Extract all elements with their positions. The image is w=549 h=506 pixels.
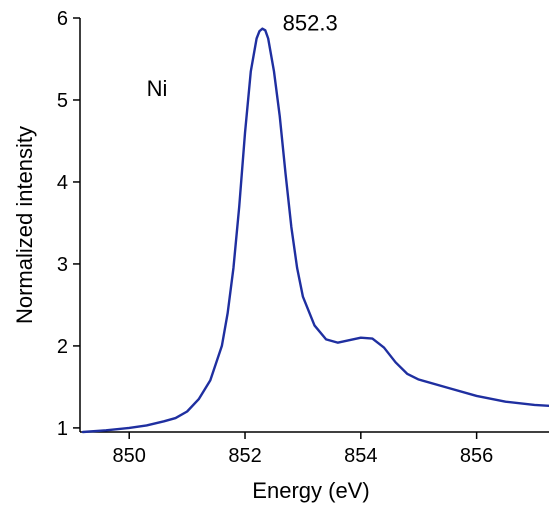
x-tick-label: 852 [228,445,261,467]
y-tick-label: 2 [57,336,68,358]
y-tick-label: 3 [57,254,68,276]
x-axis-title: Energy (eV) [252,478,369,503]
element-label: Ni [147,76,168,101]
series-line-ni [81,27,549,434]
y-tick-label: 4 [57,172,68,194]
y-tick-label: 6 [57,8,68,30]
x-tick-label: 850 [113,445,146,467]
y-ticks: 1 2 3 4 5 6 [57,8,80,440]
x-ticks: 850 852 854 856 [113,432,493,467]
x-tick-label: 856 [460,445,493,467]
axes [79,18,549,433]
x-tick-label: 854 [344,445,377,467]
y-tick-label: 5 [57,90,68,112]
y-axis-title: Normalized intensity [12,126,37,324]
y-tick-label: 1 [57,418,68,440]
peak-label: 852.3 [283,10,338,35]
